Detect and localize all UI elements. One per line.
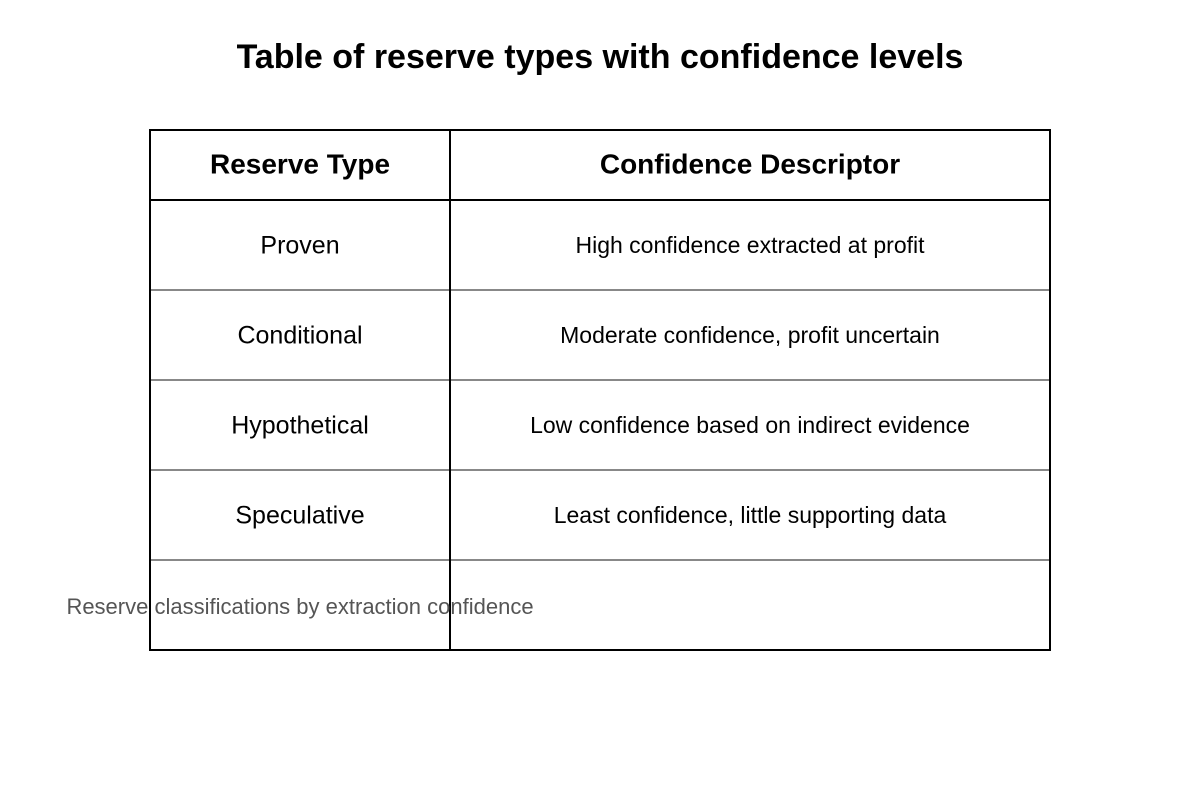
caption: Reserve classifications by extraction co… bbox=[66, 594, 533, 619]
cell: Moderate confidence, profit uncertain bbox=[560, 322, 940, 348]
table-grid bbox=[149, 129, 1051, 651]
cell: Hypothetical bbox=[231, 412, 369, 440]
cell: Least confidence, little supporting data bbox=[554, 502, 947, 528]
cell: Conditional bbox=[237, 322, 362, 350]
cell: Proven bbox=[260, 232, 339, 260]
column-header: Reserve Type bbox=[210, 148, 390, 179]
cell: High confidence extracted at profit bbox=[575, 232, 925, 258]
cell: Speculative bbox=[235, 502, 364, 530]
title: Table of reserve types with confidence l… bbox=[237, 38, 964, 76]
table-border bbox=[149, 129, 1051, 651]
cell: Low confidence based on indirect evidenc… bbox=[530, 412, 970, 438]
column-header: Confidence Descriptor bbox=[600, 148, 900, 179]
